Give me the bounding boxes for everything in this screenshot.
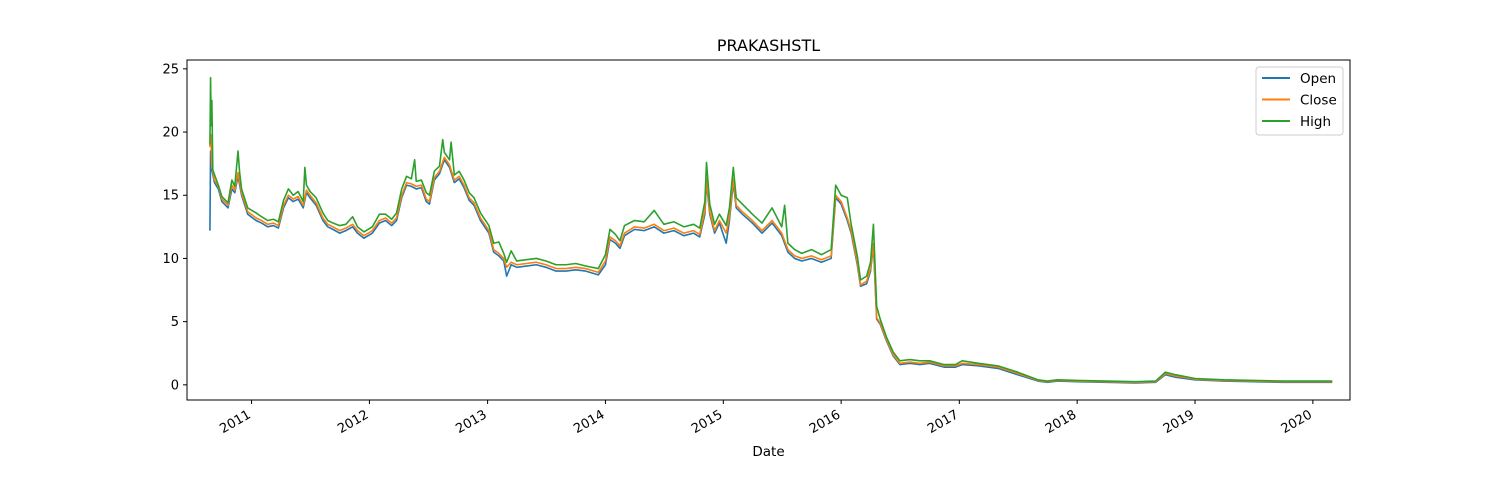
x-axis-title: Date <box>752 444 784 460</box>
legend: Open Close High <box>1255 66 1344 136</box>
legend-box <box>1255 66 1344 136</box>
legend-label-open: Open <box>1300 71 1336 87</box>
y-tick-label: 0 <box>171 378 179 393</box>
y-tick-label: 5 <box>171 315 179 330</box>
y-tick-label: 15 <box>162 189 179 204</box>
series-line-open <box>209 150 1333 384</box>
y-tick-label: 10 <box>162 252 179 267</box>
axes-frame <box>186 59 1351 401</box>
legend-label-high: High <box>1300 114 1331 130</box>
y-tick-label: 25 <box>162 62 179 77</box>
legend-label-close: Close <box>1300 93 1337 109</box>
series-line-high <box>209 76 1333 383</box>
series-line-close <box>209 133 1333 384</box>
series-group <box>209 76 1333 384</box>
y-tick-label: 20 <box>162 126 179 141</box>
chart-title: PRAKASHSTL <box>717 36 820 55</box>
